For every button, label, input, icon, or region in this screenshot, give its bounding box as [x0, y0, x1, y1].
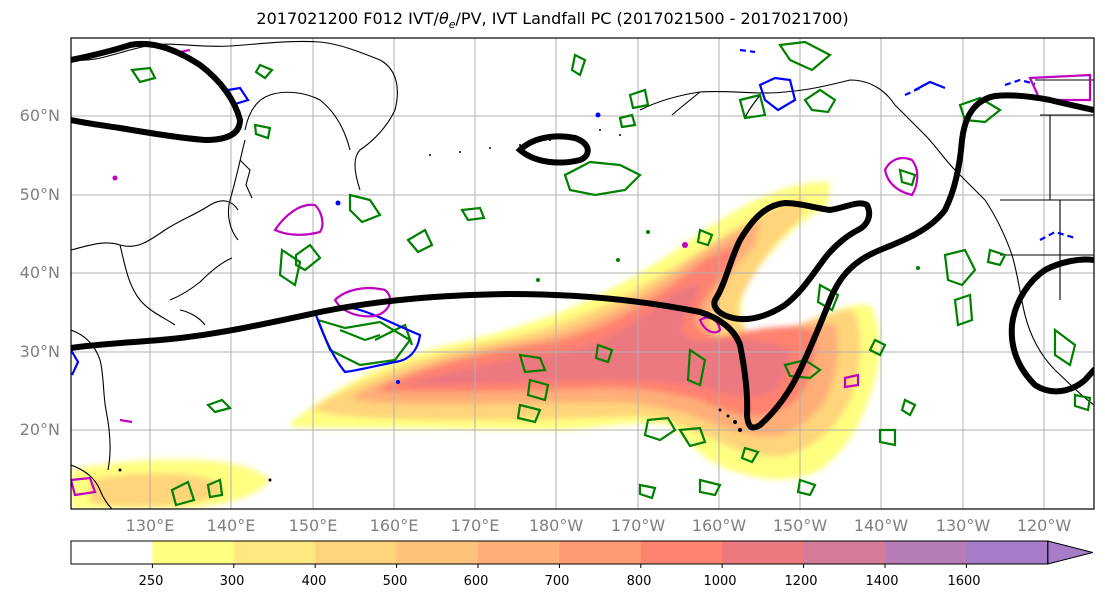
map-area [71, 38, 1094, 509]
lat-label-50n: 50°N [19, 185, 60, 204]
colorbar-extend-arrow [1047, 540, 1093, 565]
colorbar-tick: 250 [138, 574, 164, 589]
colorbar-tick: 600 [463, 574, 489, 589]
lon-label-150e: 150°E [288, 516, 338, 535]
colorbar-segment [71, 541, 153, 564]
map-frame [70, 37, 1095, 510]
islands [118, 129, 742, 482]
lat-label-20n: 20°N [19, 420, 60, 439]
lon-label-150w: 150°W [772, 516, 828, 535]
colorbar-segment [722, 541, 805, 564]
colorbar-segment [478, 541, 560, 564]
colorbar-segment [315, 541, 398, 564]
theta-e-green-contours [130, 40, 1092, 507]
colorbar-tick: 1600 [947, 574, 981, 589]
theta-e-magenta-contours [71, 48, 1092, 497]
lat-label-40n: 40°N [19, 263, 60, 282]
colorbar [70, 540, 1093, 568]
colorbar-tick: 1400 [865, 574, 899, 589]
colorbar-segment [233, 541, 316, 564]
lon-label-140w: 140°W [853, 516, 909, 535]
colorbar-tick: 400 [301, 574, 327, 589]
lon-label-170e: 170°E [450, 516, 500, 535]
lon-label-160w: 160°W [691, 516, 747, 535]
colorbar-segment [640, 541, 723, 564]
colorbar-segment [559, 541, 642, 564]
lat-label-30n: 30°N [19, 342, 60, 361]
lon-label-140e: 140°E [206, 516, 256, 535]
figure-title: 2017021200 F012 IVT/θe/PV, IVT Landfall … [256, 9, 849, 32]
lon-label-180w: 180°W [528, 516, 584, 535]
colorbar-segment [152, 541, 235, 564]
colorbar-tick: 500 [382, 574, 408, 589]
colorbar-tick: 800 [626, 574, 652, 589]
lon-label-170w: 170°W [610, 516, 666, 535]
lon-label-130e: 130°E [125, 516, 175, 535]
theta-e-blue-contours [71, 48, 1086, 376]
lon-label-120w: 120°W [1016, 516, 1072, 535]
colorbar-tick: 1200 [784, 574, 818, 589]
lat-label-60n: 60°N [19, 106, 60, 125]
colorbar-segment [803, 541, 886, 564]
colorbar-segment [396, 541, 479, 564]
colorbar-tick: 700 [544, 574, 570, 589]
scattered-markers [112, 112, 920, 384]
colorbar-segment [885, 541, 967, 564]
colorbar-tick: 1000 [703, 574, 737, 589]
lon-label-130w: 130°W [935, 516, 991, 535]
colorbar-tick: 300 [219, 574, 245, 589]
lon-label-160e: 160°E [369, 516, 419, 535]
pv-contours [71, 40, 1094, 431]
colorbar-segment [966, 541, 1049, 564]
ivt-shading-tropics [71, 459, 270, 509]
